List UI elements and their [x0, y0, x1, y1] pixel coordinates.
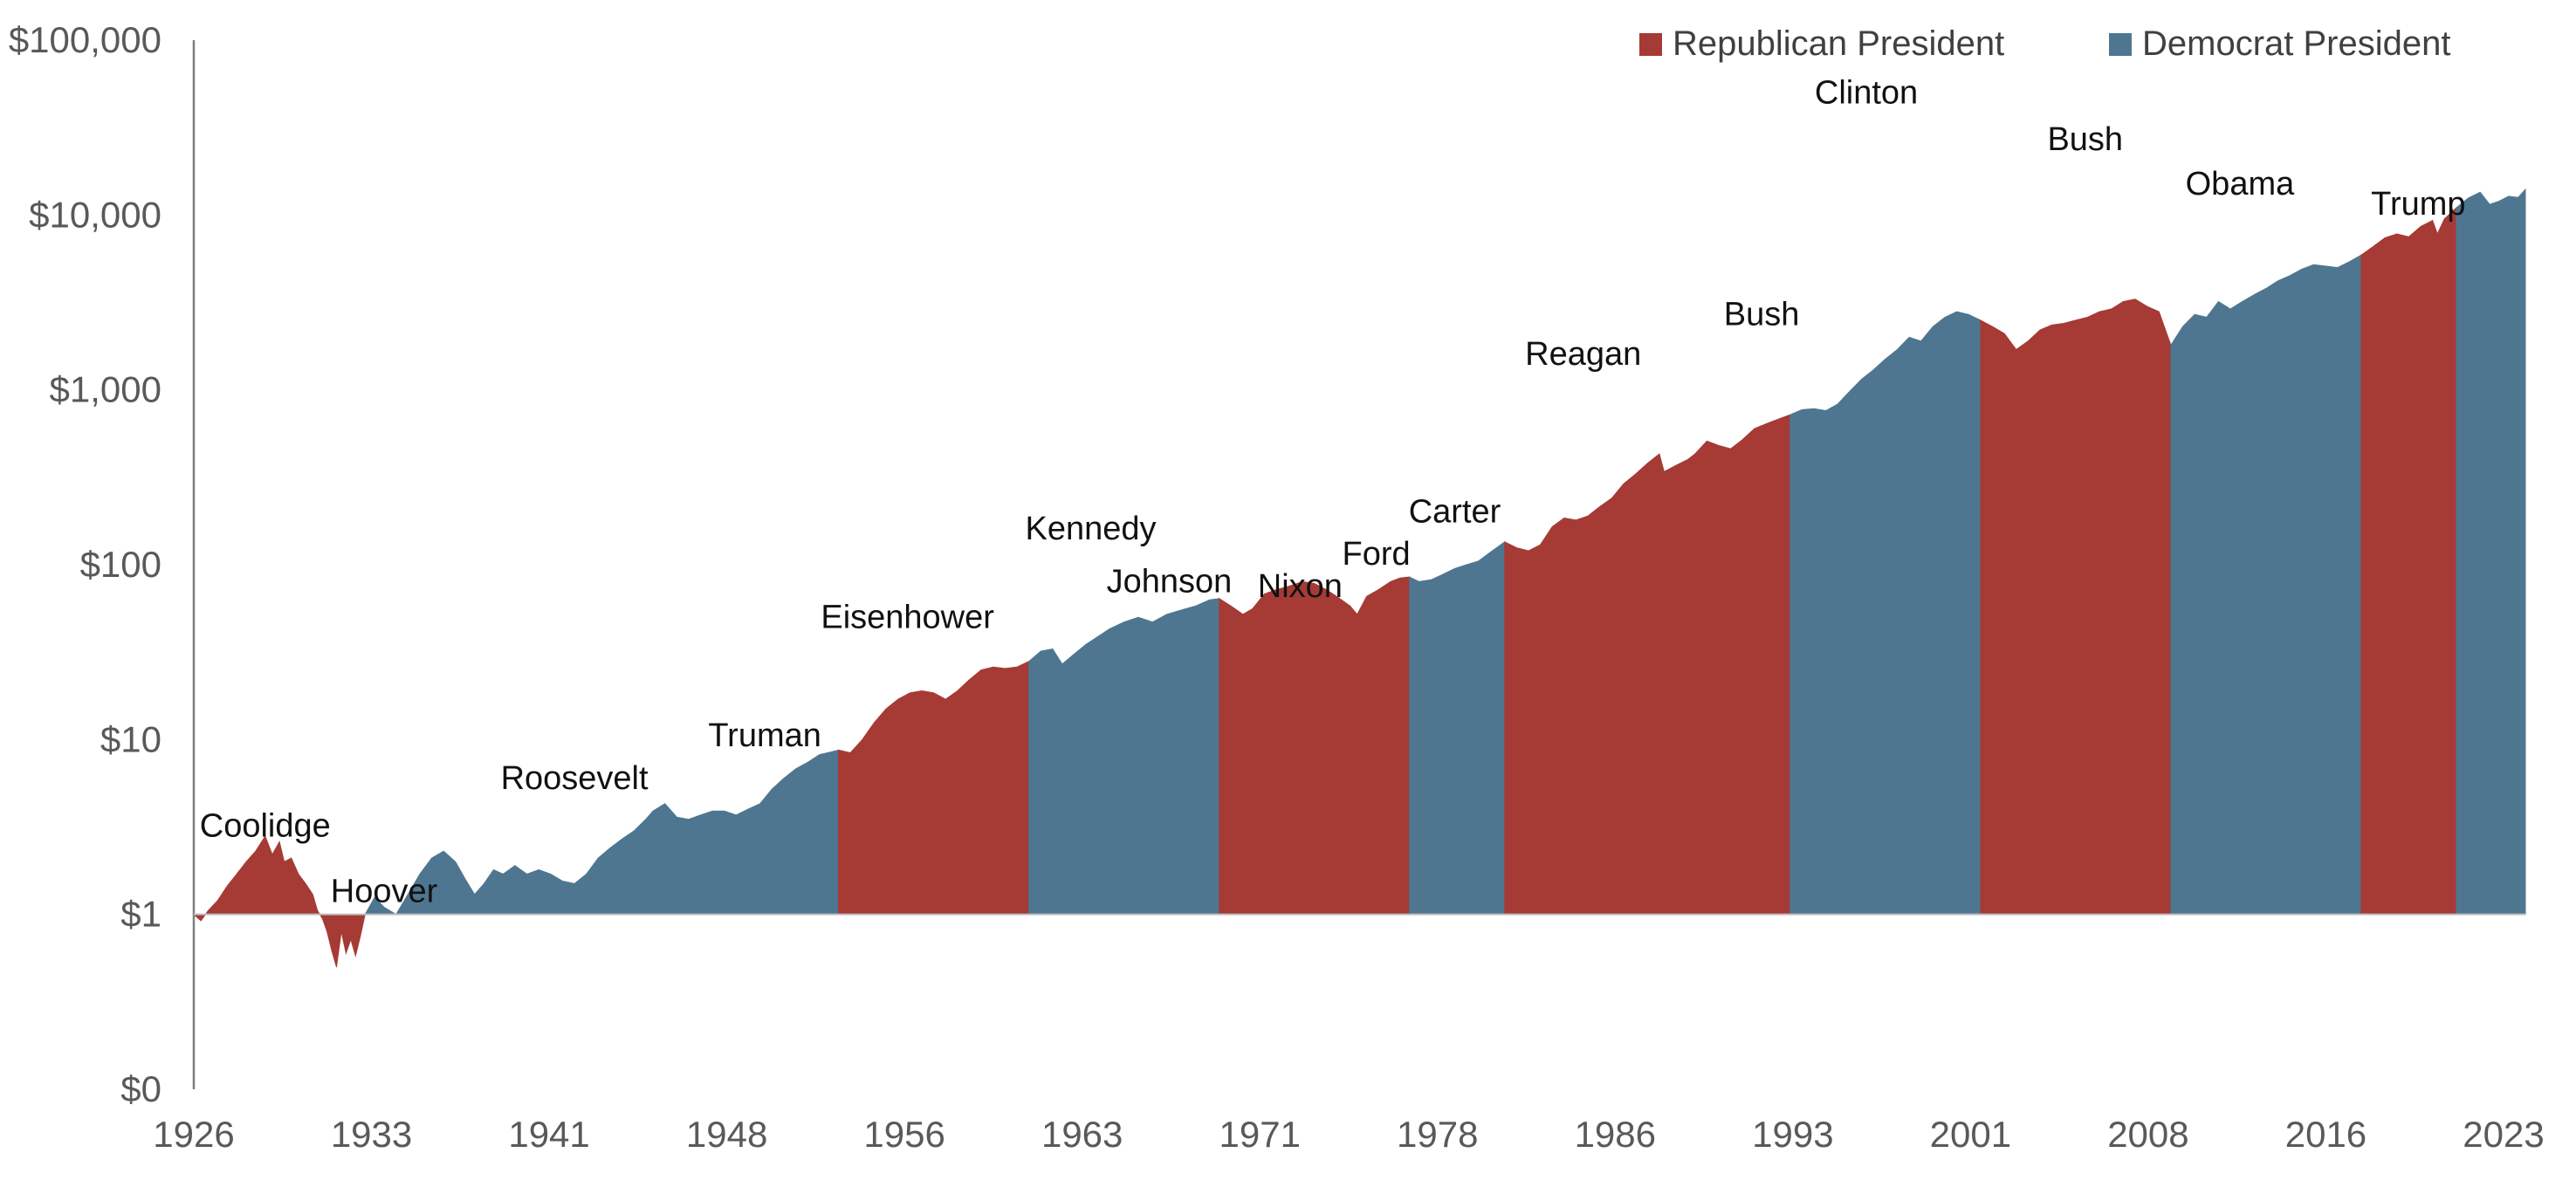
president-label: Hoover [331, 874, 438, 910]
president-label: Nixon [1258, 568, 1343, 605]
president-label: Trump [2371, 186, 2465, 223]
area-trump-14 [2360, 206, 2457, 916]
y-tick-label: $100 [80, 544, 161, 585]
area-kennedy-4 [1028, 637, 1096, 916]
legend-swatch [2109, 33, 2132, 56]
president-label: Carter [1409, 494, 1501, 531]
legend-swatch [1639, 33, 1662, 56]
legend: Republican President Democrat President [1639, 24, 2450, 63]
president-label: Coolidge [200, 807, 331, 844]
y-tick-label: $10 [100, 718, 161, 759]
y-tick-label: $1,000 [50, 369, 161, 410]
area-roosevelt-1 [364, 809, 654, 916]
area-johnson-5 [1095, 598, 1220, 916]
area-obama-13 [2170, 254, 2362, 916]
x-tick-label: 1948 [686, 1114, 767, 1155]
president-label: Roosevelt [501, 760, 649, 797]
area-eisenhower-3 [838, 661, 1030, 916]
legend-label: Democrat President [2142, 24, 2450, 63]
president-label: Eisenhower [821, 599, 994, 635]
x-tick-label: 1933 [331, 1114, 412, 1155]
x-tick-label: 1986 [1575, 1114, 1656, 1155]
president-label: Bush [2047, 121, 2123, 158]
x-tick-label: 1941 [508, 1114, 589, 1155]
y-tick-label: $1 [120, 894, 161, 935]
president-label: Johnson [1107, 563, 1233, 600]
areas-layer [192, 188, 2526, 968]
x-tick-label: 1993 [1752, 1114, 1833, 1155]
x-tick-label: 1926 [153, 1114, 234, 1155]
x-tick-label: 1978 [1397, 1114, 1478, 1155]
area-ford-7 [1350, 576, 1411, 916]
y-tick-label: $0 [120, 1068, 161, 1109]
x-tick-label: 2023 [2463, 1114, 2544, 1155]
president-label: Ford [1343, 536, 1411, 573]
area-clinton-11 [1789, 311, 1982, 916]
president-label: Biden [2464, 0, 2549, 6]
x-tick-label: 1963 [1041, 1114, 1123, 1155]
area-nixon-6 [1219, 580, 1351, 916]
x-tick-label: 2008 [2107, 1114, 2188, 1155]
president-label: Bush [1724, 296, 1800, 333]
area-reagan-9 [1504, 453, 1696, 916]
president-label: Truman [708, 717, 821, 754]
x-tick-label: 2001 [1930, 1114, 2011, 1155]
axes-layer: $0 $1 $10 $100 $1,000 $10,000 $100,000 1926 1933… [9, 19, 2545, 1155]
president-label: Obama [2186, 166, 2295, 202]
area-carter-8 [1409, 540, 1506, 916]
area-bush-10 [1694, 414, 1791, 916]
president-label: Reagan [1525, 336, 1641, 373]
y-tick-label: $10,000 [29, 194, 161, 235]
x-tick-label: 1971 [1219, 1114, 1301, 1155]
area-biden-15 [2456, 188, 2526, 916]
area-coolidge-0 [192, 834, 366, 968]
x-tick-label: 2016 [2285, 1114, 2366, 1155]
president-label: Clinton [1815, 74, 1918, 111]
area-bush-12 [1980, 298, 2172, 916]
x-tick-label: 1956 [863, 1114, 945, 1155]
y-tick-label: $100,000 [9, 19, 161, 60]
president-label: Kennedy [1026, 511, 1157, 547]
legend-label: Republican President [1673, 24, 2004, 63]
area-truman-2 [652, 749, 840, 916]
